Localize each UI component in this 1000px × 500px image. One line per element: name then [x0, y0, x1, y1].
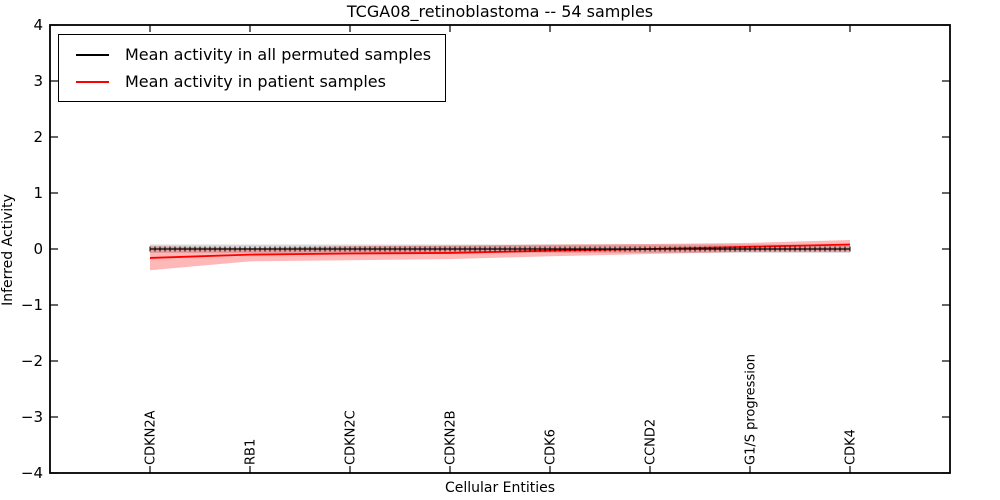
legend-item-permuted: Mean activity in all permuted samples	[59, 41, 431, 68]
x-category-label: CDK4	[844, 429, 859, 465]
y-tick-label: 0	[33, 240, 43, 258]
x-axis-label: Cellular Entities	[444, 480, 556, 496]
y-axis-label: Inferred Activity	[0, 194, 16, 306]
x-category-label: CCND2	[644, 419, 659, 465]
y-tick-label: 1	[33, 184, 43, 202]
x-category-label: CDKN2B	[444, 410, 459, 465]
legend: Mean activity in all permuted samples Me…	[58, 34, 447, 102]
legend-label-patient: Mean activity in patient samples	[125, 72, 386, 91]
x-category-label: CDKN2A	[144, 410, 159, 465]
y-tick-label: −4	[21, 464, 43, 482]
y-tick-label: 4	[33, 16, 43, 34]
x-category-label: CDK6	[544, 429, 559, 465]
x-category-label: RB1	[244, 439, 259, 465]
permuted-line-swatch	[76, 53, 109, 56]
chart-title: TCGA08_retinoblastoma -- 54 samples	[346, 2, 654, 21]
patient-line-swatch	[76, 80, 109, 83]
y-tick-label: 2	[33, 128, 43, 146]
legend-item-patient: Mean activity in patient samples	[59, 68, 431, 95]
y-tick-label: −3	[21, 408, 43, 426]
y-tick-label: −1	[21, 296, 43, 314]
legend-label-permuted: Mean activity in all permuted samples	[125, 45, 432, 64]
y-tick-label: −2	[21, 352, 43, 370]
y-tick-label: 3	[33, 72, 43, 90]
x-category-label: CDKN2C	[344, 410, 359, 465]
patient-mean-line	[149, 243, 851, 259]
x-category-label: G1/S progression	[744, 354, 759, 465]
